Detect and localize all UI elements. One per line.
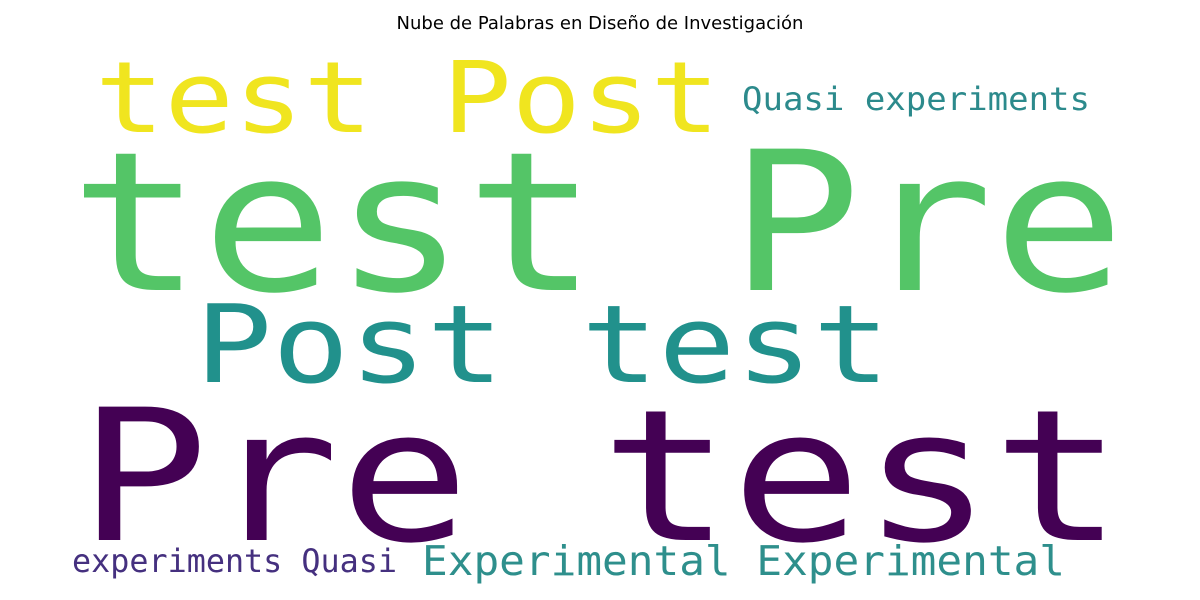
word-experiments-quasi: experiments Quasi [72,542,397,580]
word-test-post: test Post [95,41,720,156]
word-test-pre: test Pre [70,110,1125,336]
word-experimental-experimental: Experimental Experimental [422,537,1065,585]
word-pre-test: Pre test [78,371,1123,584]
chart-title: Nube de Palabras en Diseño de Investigac… [396,13,804,34]
word-quasi-experiments: Quasi experiments [742,80,1090,118]
word-post-test: Post test [195,283,890,408]
